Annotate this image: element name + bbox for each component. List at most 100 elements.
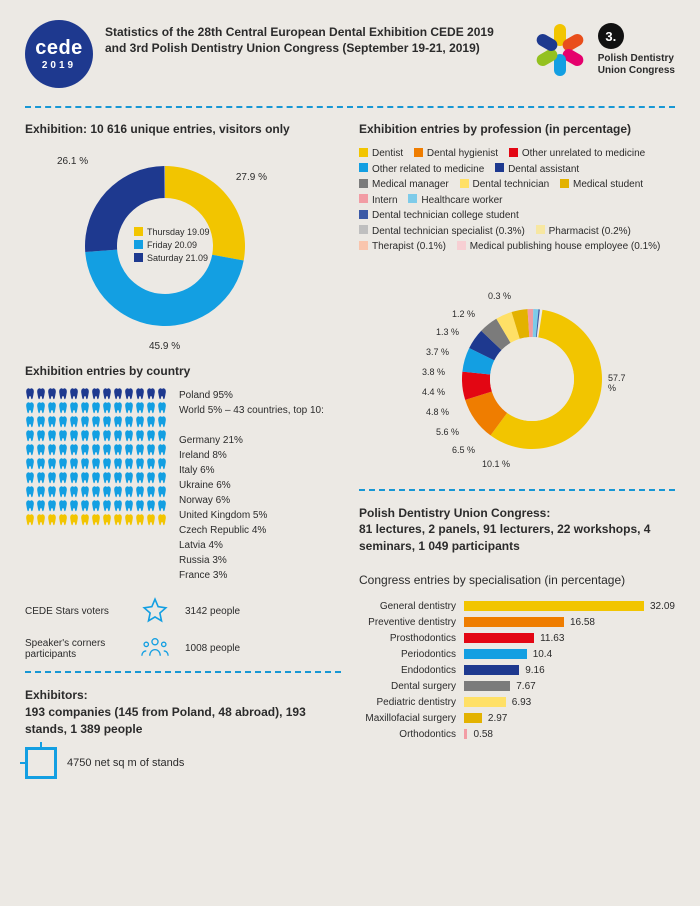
donut-days: Thursday 19.09Friday 20.09Saturday 21.09… [65,146,265,346]
country-item: Ireland 8% [179,448,324,463]
bar-row: General dentistry 32.09 [359,601,675,612]
donut2-label: 6.5 % [452,445,475,455]
legend-item: Medical publishing house employee (0.1%) [457,241,661,252]
legend-item: Pharmacist (0.2%) [536,226,631,237]
country-item: Germany 21% [179,433,324,448]
bar-label: Endodontics [359,665,464,676]
bar-label: Periodontics [359,649,464,660]
country-item: Italy 6% [179,463,324,478]
donut2-label: 0.3 % [488,291,511,301]
legend-item: Dental technician specialist (0.3%) [359,226,525,237]
people-icon [139,636,171,661]
donut2-label: 3.8 % [422,367,445,377]
legend-item: Medical student [560,179,643,190]
donut2-label: 1.2 % [452,309,475,319]
speakers-value: 1008 people [185,643,240,654]
legend-item: Intern [359,195,398,206]
country-title: Exhibition entries by country [25,364,341,378]
cede-logo: cede 2019 [25,20,93,88]
right-column: Exhibition entries by profession (in per… [359,122,675,779]
donut2-label: 4.4 % [422,387,445,397]
flower-icon [530,20,590,80]
cede-logo-year: 2019 [42,60,76,71]
bar-fill [464,601,644,611]
bar-row: Dental surgery 7.67 [359,681,675,692]
bar-fill [464,729,467,739]
bar-value: 7.67 [516,681,535,692]
country-text: Poland 95% World 5% – 43 countries, top … [179,388,324,583]
congress-block: Polish Dentistry Union Congress: 81 lect… [359,505,675,555]
bar-chart: General dentistry 32.09 Preventive denti… [359,601,675,740]
divider [25,106,675,108]
bar-value: 11.63 [540,633,564,644]
bar-row: Preventive dentistry 16.58 [359,617,675,628]
speakers-label: Speaker's corners participants [25,638,125,660]
bar-fill [464,697,506,707]
donut1-label-fri: 45.9 % [149,341,180,352]
exhibitors-block: Exhibitors: 193 companies (145 from Pola… [25,687,341,737]
bar-fill [464,649,527,659]
union-line2: Union Congress [598,65,675,76]
bar-row: Periodontics 10.4 [359,649,675,660]
bar-label: Pediatric dentistry [359,697,464,708]
country-item: Norway 6% [179,493,324,508]
bar-fill [464,617,564,627]
teeth-grid [25,388,167,583]
country-list: Germany 21%Ireland 8%Italy 6%Ukraine 6%N… [179,433,324,583]
congress-title: Polish Dentistry Union Congress: [359,506,550,520]
donut1-label-sat: 26.1 % [57,156,88,167]
country-item: Latvia 4% [179,538,324,553]
bar-label: Preventive dentistry [359,617,464,628]
bar-fill [464,633,534,643]
legend-item: Dental technician college student [359,210,519,221]
exhibitors-title: Exhibitors: [25,688,88,702]
bar-fill [464,681,510,691]
legend-item: Dental hygienist [414,148,498,159]
divider-3 [359,489,675,491]
country-item: Czech Republic 4% [179,523,324,538]
profession-legend: Dentist Dental hygienist Other unrelated… [359,146,675,255]
sqm-row: 4750 net sq m of stands [25,747,341,779]
bars-title: Congress entries by specialisation (in p… [359,573,675,587]
bar-label: Maxillofacial surgery [359,713,464,724]
legend-item: Dental technician [460,179,550,190]
bar-value: 2.97 [488,713,507,724]
donut-profession: 57.7 %10.1 %6.5 %5.6 %4.8 %4.4 %3.8 %3.7… [402,269,632,479]
left-column: Exhibition: 10 616 unique entries, visit… [25,122,341,779]
legend-item: Dental assistant [495,164,579,175]
country-item: Ukraine 6% [179,478,324,493]
legend-item: Dentist [359,148,403,159]
bar-value: 32.09 [650,601,675,612]
donut2-label: 3.7 % [426,347,449,357]
bar-row: Orthodontics 0.58 [359,729,675,740]
bar-value: 9.16 [525,665,544,676]
profession-title: Exhibition entries by profession (in per… [359,122,675,136]
legend-item: Other related to medicine [359,164,484,175]
bar-label: General dentistry [359,601,464,612]
bar-label: Orthodontics [359,729,464,740]
cede-logo-text: cede [35,37,83,60]
bar-fill [464,713,482,723]
legend-item: Medical manager [359,179,449,190]
bar-fill [464,665,519,675]
bar-value: 0.58 [473,729,492,740]
sqm-icon [25,747,57,779]
union-line1: Polish Dentistry [598,53,674,64]
donut2-label: 5.6 % [436,427,459,437]
donut-days-legend: Thursday 19.09Friday 20.09Saturday 21.09 [120,201,210,291]
bar-row: Pediatric dentistry 6.93 [359,697,675,708]
header-title: Statistics of the 28th Central European … [105,20,518,56]
legend-item: Healthcare worker [408,195,502,206]
legend-item: Other unrelated to medicine [509,148,645,159]
bar-label: Dental surgery [359,681,464,692]
donut1-label-thu: 27.9 % [236,172,267,183]
entries-title: Exhibition: 10 616 unique entries, visit… [25,122,341,136]
donut2-label: 10.1 % [482,459,510,469]
badge-3: 3. [598,23,624,49]
bar-value: 10.4 [533,649,552,660]
bar-row: Maxillofacial surgery 2.97 [359,713,675,724]
stars-value: 3142 people [185,606,240,617]
stars-label: CEDE Stars voters [25,606,125,617]
congress-line: 81 lectures, 2 panels, 91 lecturers, 22 … [359,522,650,553]
country-main: Poland 95% [179,388,324,403]
